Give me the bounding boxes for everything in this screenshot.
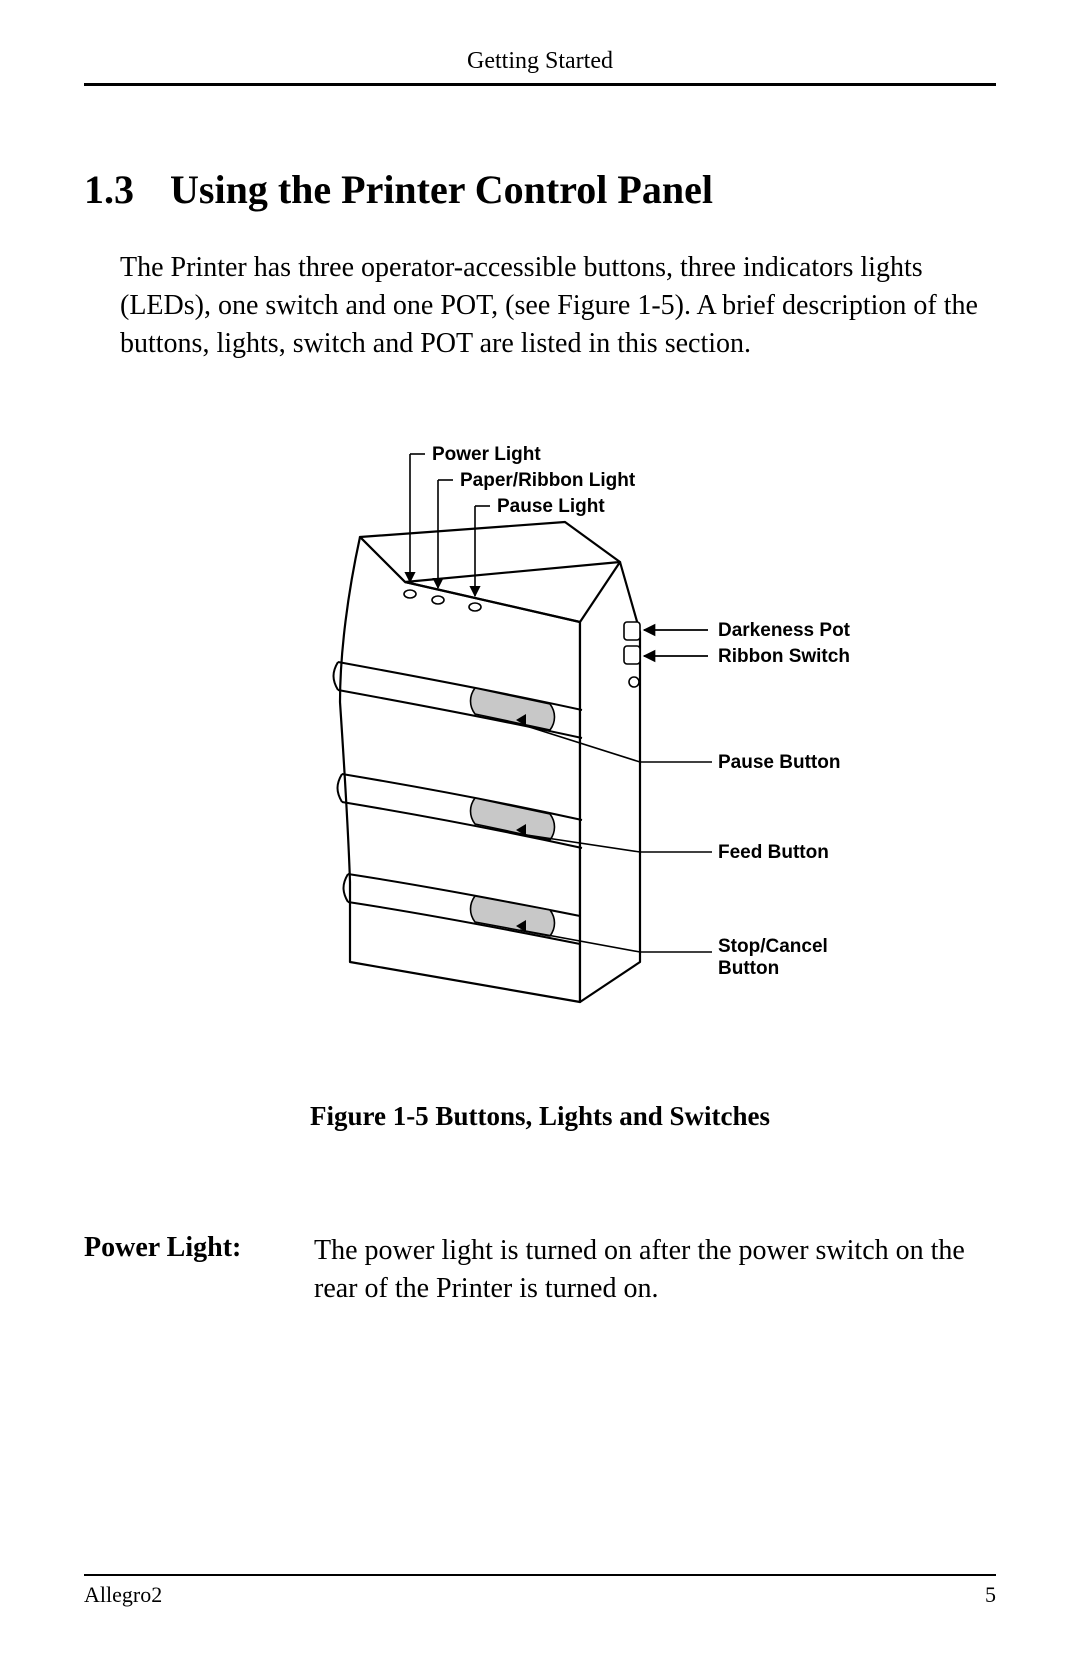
figure-caption: Figure 1-5 Buttons, Lights and Switches — [84, 1101, 996, 1132]
printer-diagram: Power Light Paper/Ribbon Light Pause Lig… — [220, 422, 860, 1062]
label-stop-cancel-1: Stop/Cancel — [718, 936, 828, 957]
footer-right: 5 — [985, 1582, 996, 1608]
header-rule — [84, 83, 996, 86]
label-power-light: Power Light — [432, 444, 541, 465]
definition-term: Power Light: — [84, 1232, 314, 1308]
label-pause-button: Pause Button — [718, 752, 840, 773]
section-title: Using the Printer Control Panel — [170, 166, 713, 213]
definition-body: The power light is turned on after the p… — [314, 1232, 996, 1308]
definition-power-light: Power Light: The power light is turned o… — [84, 1232, 996, 1308]
label-stop-cancel-2: Button — [718, 958, 779, 979]
figure-1-5: Power Light Paper/Ribbon Light Pause Lig… — [84, 422, 996, 1132]
intro-paragraph: The Printer has three operator-accessibl… — [120, 249, 988, 362]
label-feed-button: Feed Button — [718, 842, 829, 863]
running-head: Getting Started — [84, 48, 996, 81]
section-heading: 1.3 Using the Printer Control Panel — [84, 166, 996, 213]
section-number: 1.3 — [84, 166, 134, 213]
label-pause-light: Pause Light — [497, 496, 605, 517]
page: Getting Started 1.3 Using the Printer Co… — [84, 48, 996, 1608]
label-darkness-pot: Darkeness Pot — [718, 620, 851, 641]
label-ribbon-switch: Ribbon Switch — [718, 646, 850, 667]
footer-left: Allegro2 — [84, 1582, 162, 1608]
page-footer: Allegro2 5 — [84, 1574, 996, 1608]
label-paper-ribbon-light: Paper/Ribbon Light — [460, 470, 636, 491]
